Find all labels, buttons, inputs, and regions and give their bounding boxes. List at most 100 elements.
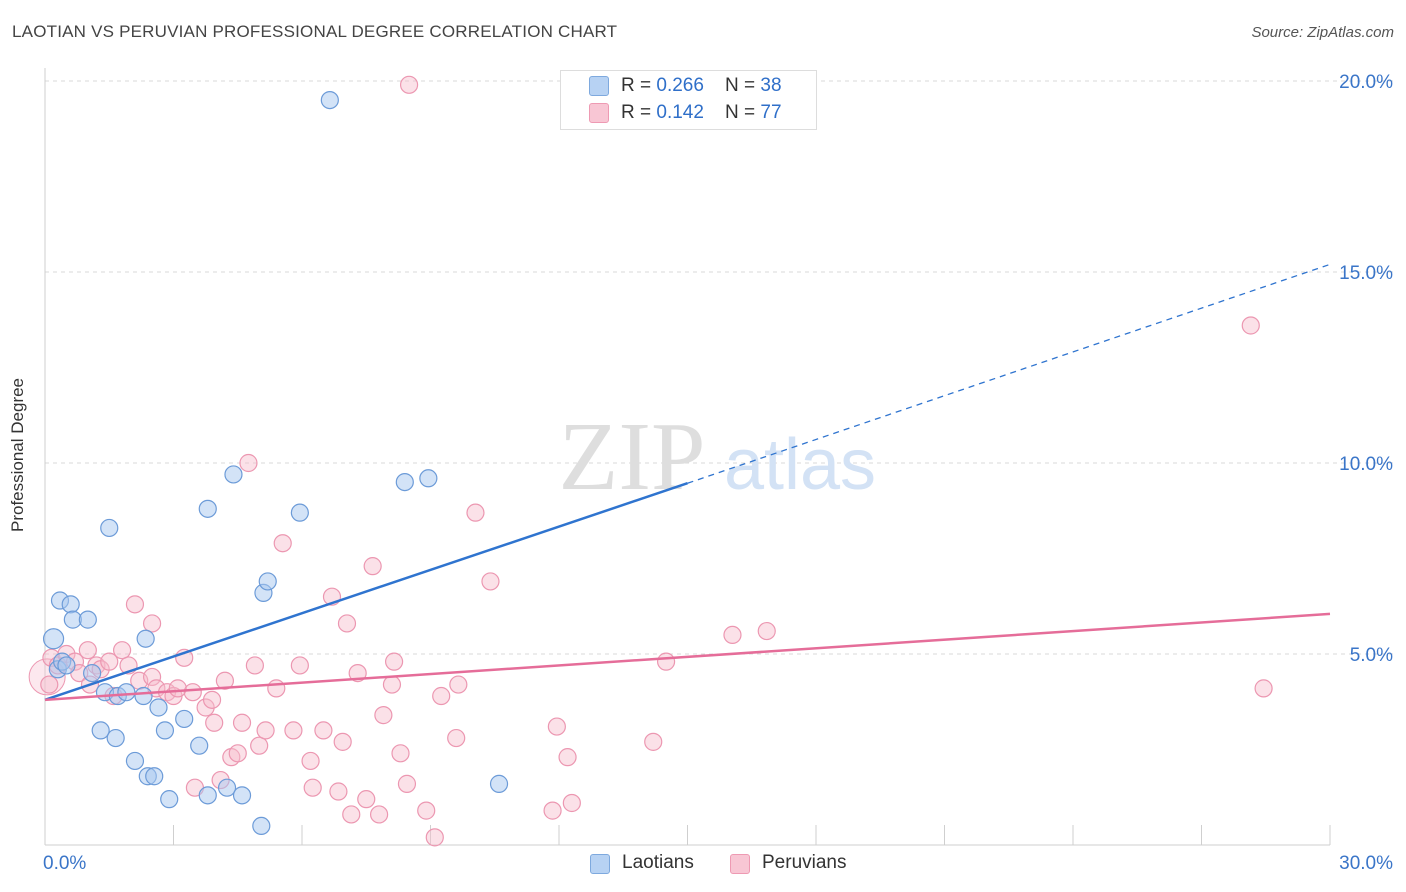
laotians-point-19 <box>145 767 164 786</box>
x-tick-label-1: 30.0% <box>1339 853 1393 874</box>
peruvians-swatch <box>589 103 609 123</box>
peruvians-point-71 <box>723 625 742 645</box>
peruvians-point-36 <box>256 721 275 740</box>
peruvians-point-46 <box>333 732 352 751</box>
peruvians-r-label: R = <box>621 102 657 123</box>
peruvians-point-38 <box>273 534 292 553</box>
peruvians-point-42 <box>303 778 322 797</box>
peruvians-point-45 <box>329 782 348 801</box>
peruvians-point-67 <box>558 748 577 767</box>
laotians-point-13 <box>91 721 110 740</box>
laotians-point-8 <box>78 610 97 629</box>
laotians-point-34 <box>320 90 339 110</box>
laotians-point-30 <box>252 816 271 836</box>
peruvians-point-63 <box>466 503 485 522</box>
laotians-point-22 <box>160 790 179 809</box>
peruvians-point-23 <box>183 683 202 702</box>
peruvians-legend-label: Peruvians <box>762 852 847 873</box>
peruvians-point-73 <box>399 75 419 94</box>
peruvians-point-7 <box>78 641 97 660</box>
laotians-point-35 <box>395 473 414 492</box>
laotians-point-28 <box>224 465 243 484</box>
laotians-r-value: 0.266 <box>656 75 704 96</box>
peruvians-point-51 <box>363 557 382 576</box>
laotians-point-26 <box>198 499 217 518</box>
peruvians-point-10 <box>100 652 119 671</box>
peruvians-point-31 <box>228 744 247 763</box>
axes <box>44 68 1331 846</box>
correlation-legend: R = 0.266 N = 38 R = 0.142 N = 77 <box>560 70 817 130</box>
peruvians-point-68 <box>562 793 581 813</box>
peruvians-n-label: N = <box>725 102 761 123</box>
peruvians-point-26 <box>202 690 222 709</box>
peruvians-point-74 <box>1241 316 1260 335</box>
peruvians-point-40 <box>290 656 309 675</box>
peruvians-point-48 <box>342 805 361 824</box>
peruvians-trendline <box>44 612 1331 702</box>
laotians-n-value: 38 <box>760 75 782 96</box>
peruvians-point-14 <box>125 595 145 614</box>
laotians-point-21 <box>155 721 175 740</box>
laotians-legend-label: Laotians <box>622 852 694 873</box>
peruvians-point-29 <box>215 671 234 690</box>
peruvians-point-41 <box>301 751 320 771</box>
peruvians-point-60 <box>432 686 451 706</box>
laotians-point-15 <box>125 751 145 771</box>
peruvians-r-value: 0.142 <box>656 102 704 123</box>
laotians-r-label: R = <box>621 75 657 96</box>
laotians-point-9 <box>100 518 119 538</box>
peruvians-point-17 <box>142 614 162 633</box>
laotians-point-17 <box>136 629 155 648</box>
watermark-zip: ZIP <box>559 403 706 511</box>
chart-title: LAOTIAN VS PERUVIAN PROFESSIONAL DEGREE … <box>12 22 618 41</box>
peruvians-point-59 <box>425 828 444 847</box>
series-legend: Laotians Peruvians <box>0 852 1406 876</box>
x-tick-label-0: 0.0% <box>43 853 86 874</box>
y-tick-label-2: 15.0% <box>1339 263 1393 284</box>
peruvians-point-47 <box>337 614 357 633</box>
laotians-swatch <box>589 76 609 96</box>
laotians-point-32 <box>258 572 277 591</box>
laotians-point-14 <box>106 728 125 748</box>
y-tick-label-3: 20.0% <box>1339 72 1393 93</box>
laotians-point-27 <box>217 778 237 797</box>
peruvians-point-69 <box>644 732 663 751</box>
peruvians-point-33 <box>239 453 258 473</box>
peruvians-point-43 <box>314 721 333 740</box>
peruvians-point-62 <box>449 675 468 694</box>
y-tick-label-0: 5.0% <box>1350 645 1393 666</box>
laotians-points <box>42 90 509 836</box>
peruvians-point-49 <box>348 663 367 683</box>
laotians-n-label: N = <box>725 75 761 96</box>
tick-labels: 5.0% 10.0% 15.0% 20.0% 0.0% 30.0% <box>43 72 1393 874</box>
y-tick-label-1: 10.0% <box>1339 454 1393 475</box>
peruvians-point-54 <box>382 675 402 694</box>
peruvians-point-55 <box>384 652 404 671</box>
peruvians-point-65 <box>543 801 562 820</box>
peruvians-n-value: 77 <box>760 102 782 123</box>
y-axis-label: Professional Degree <box>8 377 27 533</box>
peruvians-point-27 <box>205 713 224 732</box>
peruvians-legend-swatch <box>730 854 750 874</box>
peruvians-point-0 <box>40 675 59 694</box>
laotians-point-33 <box>290 503 309 522</box>
laotians-point-7 <box>83 663 102 683</box>
laotians-point-29 <box>232 786 252 805</box>
peruvians-point-34 <box>245 656 264 675</box>
laotians-trendline-extension <box>687 263 1331 484</box>
source-label: Source: ZipAtlas.com <box>1251 24 1394 41</box>
laotians-point-4 <box>61 595 80 614</box>
peruvians-point-56 <box>391 744 410 763</box>
peruvians-point-57 <box>397 774 417 793</box>
gridlines <box>45 80 1395 655</box>
trendlines <box>44 263 1331 702</box>
laotians-point-23 <box>175 709 194 729</box>
peruvians-point-61 <box>447 728 466 748</box>
laotians-point-12 <box>117 683 136 702</box>
laotians-point-6 <box>57 656 76 675</box>
watermark: ZIP atlas <box>559 403 877 511</box>
peruvians-point-52 <box>370 805 389 824</box>
peruvians-point-50 <box>357 790 376 809</box>
peruvians-point-70 <box>656 652 676 671</box>
peruvians-point-64 <box>481 572 500 591</box>
